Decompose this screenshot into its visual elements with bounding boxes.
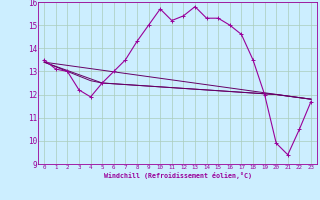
X-axis label: Windchill (Refroidissement éolien,°C): Windchill (Refroidissement éolien,°C) [104, 172, 252, 179]
